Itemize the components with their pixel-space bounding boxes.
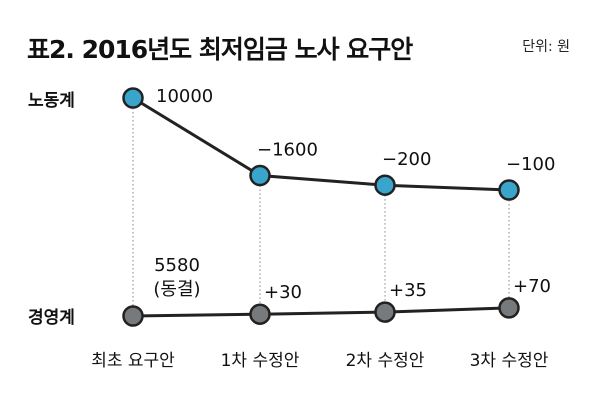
data-label-management-4: +70 [513, 276, 551, 297]
data-label-labor-3: −200 [382, 149, 431, 170]
series-label-labor: 노동계 [28, 91, 75, 111]
chart-title: 표2. 2016년도 최저임금 노사 요구안 [27, 35, 413, 64]
category-label-2: 1차 수정안 [221, 351, 300, 371]
data-label-labor-4: −100 [506, 154, 555, 175]
point-labor-1 [122, 87, 144, 109]
series-line-labor [132, 96, 510, 192]
data-label-management-2: +30 [264, 282, 302, 303]
data-label-management-3: +35 [389, 280, 427, 301]
category-label-3: 2차 수정안 [346, 351, 425, 371]
point-labor-3 [374, 174, 396, 196]
category-label-4: 3차 수정안 [470, 351, 549, 371]
category-label-1: 최초 요구안 [91, 351, 175, 371]
unit-label: 단위: 원 [522, 39, 570, 55]
point-management-3 [374, 301, 396, 323]
data-label-management-1-note: (동결) [153, 279, 200, 300]
point-management-1 [122, 305, 144, 327]
data-label-labor-2: −1600 [257, 139, 318, 160]
series-label-management: 경영계 [28, 308, 75, 328]
point-labor-4 [498, 179, 520, 201]
data-label-management-1: 5580 [154, 255, 200, 276]
point-management-4 [498, 297, 520, 319]
point-management-2 [249, 303, 271, 325]
point-labor-2 [249, 164, 271, 187]
data-label-labor-1: 10000 [156, 86, 213, 107]
series-line-management [132, 306, 510, 318]
